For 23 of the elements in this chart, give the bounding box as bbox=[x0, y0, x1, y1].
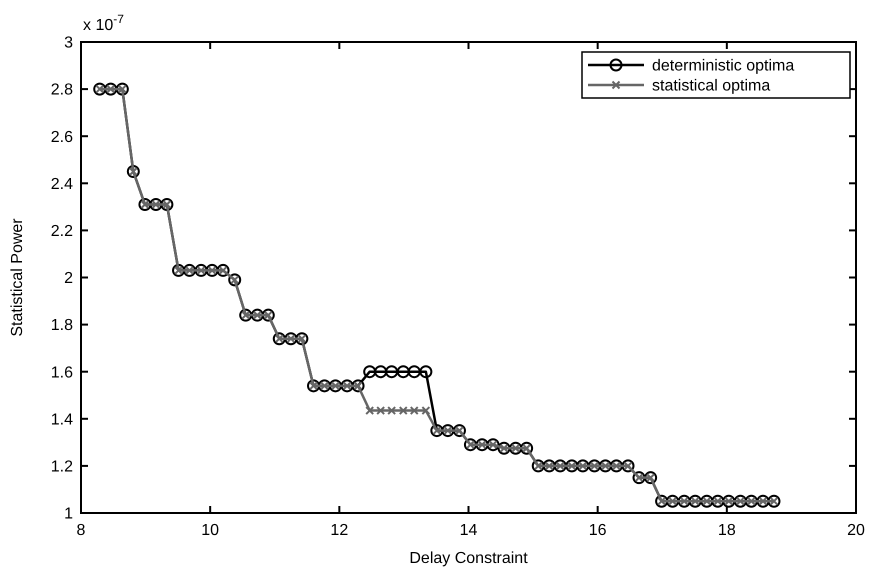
text: x 10$^{-7}$ bbox=[83, 12, 124, 34]
y-tick-label: 2.8 bbox=[50, 82, 74, 99]
y-tick-label: 3 bbox=[64, 34, 74, 52]
x-tick-label: 14 bbox=[460, 522, 478, 539]
y-tick-label: 1.2 bbox=[50, 458, 74, 476]
x-tick-label: 16 bbox=[588, 522, 607, 539]
x-tick-label: 8 bbox=[76, 522, 86, 539]
y-tick-label: 2.2 bbox=[50, 223, 74, 240]
x-tick-label: 12 bbox=[330, 522, 348, 539]
legend-label: deterministic optima bbox=[652, 58, 794, 75]
y-axis-title: Statistical Power bbox=[9, 218, 26, 337]
y-tick-label: 2.6 bbox=[50, 128, 74, 146]
x-tick-label: 18 bbox=[718, 522, 736, 539]
y-tick-label: 1.4 bbox=[50, 411, 74, 428]
x-tick-label: 20 bbox=[847, 522, 865, 539]
y-tick-label: 2.4 bbox=[50, 176, 74, 193]
legend-label: statistical optima bbox=[652, 78, 770, 95]
y-tick-label: 2 bbox=[64, 270, 74, 288]
y-tick-label: 1 bbox=[64, 506, 74, 523]
x-axis-title: Delay Constraint bbox=[409, 550, 528, 567]
y-tick-label: 1.6 bbox=[50, 364, 74, 382]
y-tick-label: 1.8 bbox=[50, 317, 74, 334]
x-tick-label: 10 bbox=[201, 522, 220, 539]
